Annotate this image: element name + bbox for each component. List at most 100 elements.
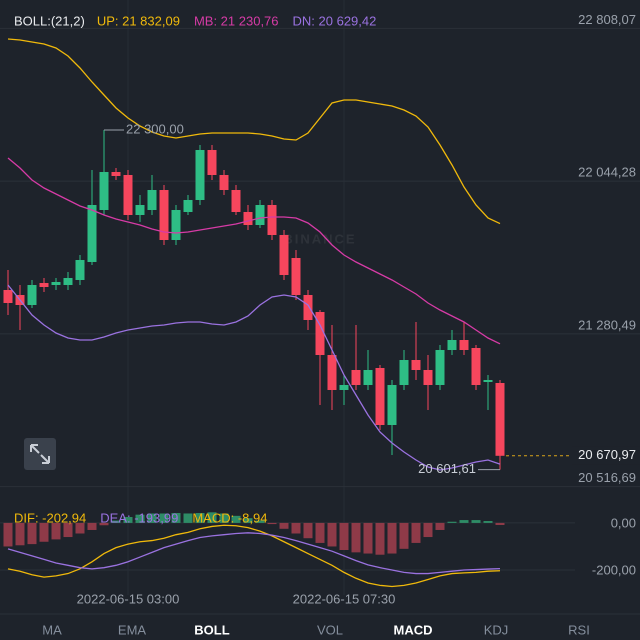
macd-bar xyxy=(363,522,373,554)
candle-body xyxy=(291,258,301,295)
candle-body xyxy=(207,150,217,175)
legend-entry: DEA: -193,99 xyxy=(100,510,178,525)
macd-bar xyxy=(219,513,229,523)
candle-body xyxy=(219,175,229,190)
macd-bar xyxy=(3,522,13,547)
legend-entry: UP: 21 832,09 xyxy=(97,13,180,28)
candle-body xyxy=(51,282,61,285)
expand-button[interactable] xyxy=(24,438,56,470)
tab[interactable]: RSI xyxy=(568,622,590,637)
macd-bar xyxy=(279,522,289,529)
candle-body xyxy=(75,260,85,280)
macd-bar xyxy=(147,513,157,523)
candle-body xyxy=(267,205,277,235)
candle-body xyxy=(3,290,13,303)
x-tick-label: 2022-06-15 03:00 xyxy=(77,591,180,606)
candle-body xyxy=(231,190,241,212)
macd-bar xyxy=(183,513,193,523)
candle-body xyxy=(375,368,385,425)
macd-bar xyxy=(75,522,85,534)
candle-body xyxy=(27,285,37,305)
macd-bar xyxy=(435,522,445,530)
candle-body xyxy=(147,190,157,210)
macd-bar xyxy=(39,522,49,542)
macd-bar xyxy=(159,513,169,523)
tab[interactable]: KDJ xyxy=(484,622,509,637)
low-marker-label: 20 601,61 xyxy=(418,461,476,476)
macd-bar xyxy=(255,520,265,523)
candle-body xyxy=(459,340,469,350)
macd-bar xyxy=(495,522,505,526)
macd-bar xyxy=(327,522,337,547)
candle-body xyxy=(411,360,421,370)
candle-body xyxy=(423,370,433,385)
macd-bar xyxy=(459,520,469,523)
candle-body xyxy=(315,312,325,355)
macd-bar xyxy=(447,521,457,523)
macd-bar xyxy=(315,522,325,543)
candle-body xyxy=(387,385,397,425)
candle-body xyxy=(159,190,169,240)
candle-body xyxy=(447,340,457,350)
y-tick-label: 20 516,69 xyxy=(578,470,636,485)
candle-body xyxy=(339,385,349,390)
tab[interactable]: BOLL xyxy=(194,622,229,637)
macd-bar xyxy=(423,522,433,538)
last-price-label: 20 670,97 xyxy=(578,447,636,462)
macd-bar xyxy=(195,513,205,523)
tab[interactable]: EMA xyxy=(118,622,147,637)
candle-body xyxy=(183,200,193,212)
candle-body xyxy=(63,278,73,285)
tab[interactable]: VOL xyxy=(317,622,343,637)
tab[interactable]: MACD xyxy=(394,622,433,637)
y-tick-label: 22 808,07 xyxy=(578,12,636,27)
macd-line xyxy=(7,532,501,575)
candle-body xyxy=(363,370,373,385)
last-price-box xyxy=(572,446,640,465)
y-tick-label: -200,00 xyxy=(592,562,636,577)
x-tick-label: 2022-06-15 07:30 xyxy=(293,591,396,606)
legend-entry: MACD: -8,94 xyxy=(192,510,267,525)
boll-line xyxy=(7,38,501,225)
indicator-label: BOLL:(21,2) xyxy=(14,13,85,28)
macd-bar xyxy=(267,522,277,525)
macd-bar xyxy=(411,522,421,543)
macd-bar xyxy=(483,521,493,523)
macd-bar xyxy=(231,515,241,523)
candle-body xyxy=(171,210,181,240)
expand-box[interactable] xyxy=(24,438,56,470)
candle-body xyxy=(135,205,145,215)
candle-body xyxy=(195,150,205,200)
macd-bar xyxy=(99,522,109,526)
y-tick-label: 22 044,28 xyxy=(578,165,636,180)
macd-bar xyxy=(171,513,181,523)
candle-body xyxy=(471,348,481,385)
candle-body xyxy=(495,383,505,456)
macd-bar xyxy=(135,514,145,523)
high-marker-label: 22 300,00 xyxy=(126,121,184,136)
legend-entry: DIF: -202,94 xyxy=(14,510,86,525)
macd-bar xyxy=(471,520,481,523)
macd-bar xyxy=(387,522,397,554)
candle-body xyxy=(39,283,49,287)
macd-bar xyxy=(15,522,25,546)
macd-bar xyxy=(351,522,361,553)
macd-bar xyxy=(303,522,313,539)
macd-bar xyxy=(123,517,133,523)
expand-icon[interactable] xyxy=(30,444,50,464)
candle-body xyxy=(111,172,121,176)
candle-body xyxy=(483,380,493,382)
tab[interactable]: MA xyxy=(42,622,62,637)
boll-line xyxy=(7,284,501,471)
macd-bar xyxy=(399,522,409,549)
boll-line xyxy=(7,157,501,345)
candle-body xyxy=(243,212,253,225)
candle-body xyxy=(87,205,97,262)
watermark: BINANCE xyxy=(283,231,356,246)
candle-body xyxy=(123,175,133,215)
candle-body xyxy=(303,295,313,320)
candle-body xyxy=(435,350,445,385)
macd-bar xyxy=(339,522,349,550)
macd-bar xyxy=(375,522,385,555)
